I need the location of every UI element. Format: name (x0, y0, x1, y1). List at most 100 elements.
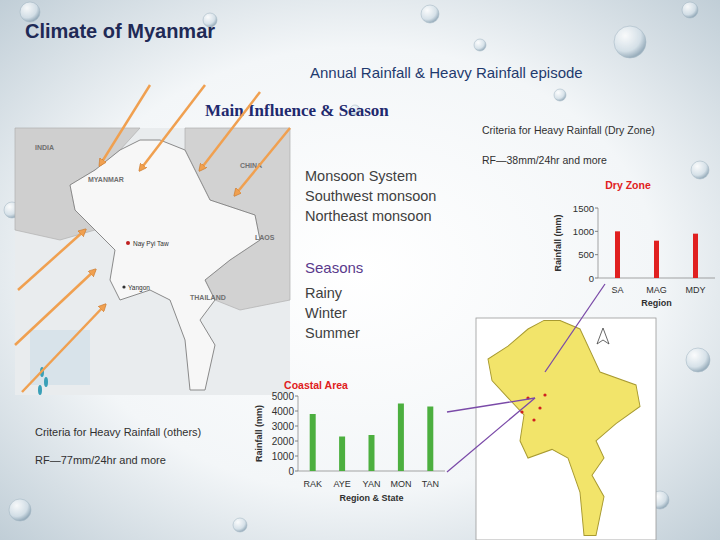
station-dot (532, 418, 535, 421)
droplet (20, 2, 40, 22)
monsoon-arrow (200, 92, 260, 170)
droplet (682, 2, 698, 18)
map-label: MYANMAR (88, 176, 124, 183)
criteria-text: RF—77mm/24hr and more (35, 454, 166, 466)
bar (310, 414, 316, 471)
y-tick-label: 500 (578, 249, 594, 260)
monsoon-arrow (235, 128, 290, 195)
y-tick-label: 1000 (573, 226, 594, 237)
y-tick-label: 0 (589, 273, 594, 284)
background (0, 0, 720, 540)
myanmar-shape (70, 140, 260, 390)
connector-line (447, 398, 535, 472)
x-axis-label: Region (641, 298, 672, 308)
x-tick-label: MON (390, 479, 411, 489)
map-label: INDIA (35, 144, 54, 151)
sea (30, 330, 90, 385)
criteria-text: RF—38mm/24hr and more (482, 154, 607, 166)
map-label: THAILAND (190, 294, 226, 301)
y-tick-label: 0 (288, 466, 294, 477)
bar-chart: Dry Zone Rainfall (mm) 0 500 1000 1500 SA MAG MD… (553, 179, 715, 308)
y-axis-line (298, 396, 299, 471)
north-arrow (597, 328, 609, 344)
droplet (474, 39, 486, 51)
station-dot (538, 406, 541, 409)
connector-line (545, 284, 605, 372)
inset-myanmar-shape (488, 320, 640, 535)
seasons-title: Seasons (305, 259, 363, 276)
slide-subtitle: Annual Rainfall & Heavy Rainfall episode (310, 64, 583, 81)
chart-title: Coastal Area (284, 379, 348, 391)
slide: Climate of Myanmar Annual Rainfall & Heav… (0, 0, 720, 540)
y-tick (595, 278, 598, 279)
x-axis-label: Region & State (339, 493, 403, 503)
bars (310, 404, 434, 472)
monsoon-arrow (15, 270, 95, 345)
y-tick-label: 4000 (272, 406, 295, 417)
influence-item: Southwest monsoon (305, 188, 436, 204)
bar (398, 404, 404, 472)
x-tick-label: MAG (646, 285, 667, 295)
droplet (233, 518, 247, 532)
droplet (614, 26, 646, 58)
bar (427, 407, 433, 472)
x-tick-label: MDY (686, 285, 706, 295)
y-tick-label: 3000 (272, 421, 295, 432)
map-label: LAOS (255, 234, 275, 241)
droplet (691, 161, 709, 179)
season-item: Winter (305, 305, 347, 321)
y-tick (295, 456, 298, 457)
x-tick-label: TAN (422, 479, 439, 489)
y-axis-label: Rainfall (mm) (254, 405, 264, 462)
influence-item: Northeast monsoon (305, 208, 432, 224)
y-tick (595, 254, 598, 255)
map-label: Yangon (128, 284, 150, 292)
slide-title: Climate of Myanmar (25, 20, 215, 42)
y-tick (595, 208, 598, 209)
criteria-title: Criteria for Heavy Rainfall (Dry Zone) (482, 124, 655, 136)
droplet (9, 499, 31, 521)
section-heading: Main Influence & Season (205, 101, 389, 120)
monsoon-arrow (140, 85, 205, 170)
y-axis-label: Rainfall (mm) (553, 214, 563, 271)
bar (369, 435, 375, 471)
monsoon-arrow (22, 305, 105, 392)
y-tick (295, 396, 298, 397)
y-tick-label: 1000 (272, 451, 295, 462)
inset-map (476, 318, 656, 540)
bar (615, 231, 620, 278)
bar (693, 234, 698, 278)
criteria-title: Criteria for Heavy Rainfall (others) (35, 426, 201, 438)
city-marker (122, 285, 125, 288)
bar (339, 437, 345, 472)
droplet (686, 348, 710, 372)
inset-shape-group (488, 320, 640, 535)
season-item: Summer (305, 325, 360, 341)
bar (654, 241, 659, 278)
y-tick-label: 2000 (272, 436, 295, 447)
map-background (15, 128, 290, 395)
bar-chart: Coastal Area Rainfall (mm) 0 1000 2000 3000 40… (254, 379, 445, 503)
chart-title: Dry Zone (605, 179, 651, 191)
season-item: Rainy (305, 285, 343, 301)
x-tick-label: YAN (363, 479, 381, 489)
monsoon-arrow (100, 85, 150, 165)
droplet (421, 5, 439, 23)
y-tick (295, 441, 298, 442)
x-tick-label: RAK (303, 479, 322, 489)
station-dot (520, 410, 523, 413)
y-tick (295, 471, 298, 472)
map-label: Nay Pyi Taw (133, 240, 169, 248)
monsoon-arrow (18, 230, 85, 290)
y-tick (295, 426, 298, 427)
map: INDIACHINAMYANMARLAOSTHAILANDNay Pyi Taw… (15, 128, 290, 395)
capital-marker (126, 241, 130, 245)
y-tick-label: 1500 (573, 203, 594, 214)
y-axis-line (598, 208, 599, 278)
x-tick-label: AYE (333, 479, 350, 489)
inset-frame (476, 318, 656, 540)
x-tick-label: SA (611, 285, 623, 295)
y-tick (595, 231, 598, 232)
island (38, 385, 42, 395)
y-tick-label: 5000 (272, 391, 295, 402)
